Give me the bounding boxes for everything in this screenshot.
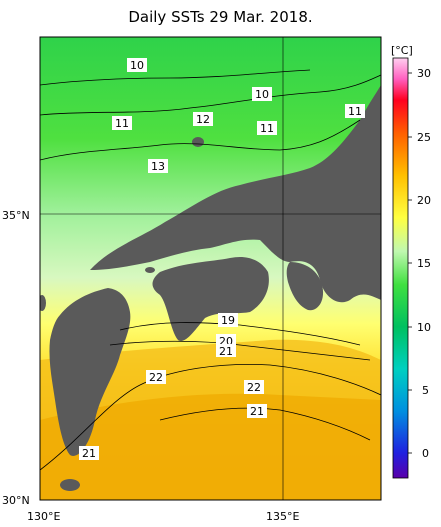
contour-label-22a: 22 [149, 371, 163, 384]
contour-label-11a: 11 [115, 117, 129, 130]
map-frame [39, 36, 382, 501]
contour-label-22b: 22 [247, 381, 261, 394]
contour-label-21c: 21 [82, 447, 96, 460]
contour-label-11c: 11 [260, 122, 274, 135]
contour-label-21b: 21 [250, 405, 264, 418]
colorbar-tick-15: 15 [417, 257, 431, 270]
colorbar-tick-0: 0 [422, 447, 429, 460]
colorbar-tick-10: 10 [417, 321, 431, 334]
colorbar-tick-25: 25 [417, 131, 431, 144]
contour-label-10b: 10 [255, 88, 269, 101]
land [40, 85, 381, 491]
colorbar-tick-20: 20 [417, 194, 431, 207]
map-title: Daily SSTs 29 Mar. 2018. [128, 8, 313, 26]
contour-label-13: 13 [151, 160, 165, 173]
contour-label-21a: 21 [219, 345, 233, 358]
lat-label-30n: 30°N [2, 494, 30, 507]
colorbar-tick-5: 5 [422, 384, 429, 397]
isotherms [40, 69, 381, 471]
lon-label-130e: 130°E [27, 510, 60, 523]
colorbar-tick-30: 30 [417, 67, 431, 80]
contour-label-11b: 11 [348, 105, 362, 118]
lat-label-35n: 35°N [2, 209, 30, 222]
lon-label-135e: 135°E [266, 510, 299, 523]
colorbar-unit: [°C] [391, 44, 413, 57]
contour-label-19: 19 [221, 314, 235, 327]
contour-label-10a: 10 [130, 59, 144, 72]
colorbar [392, 57, 409, 479]
contour-label-12: 12 [196, 113, 210, 126]
